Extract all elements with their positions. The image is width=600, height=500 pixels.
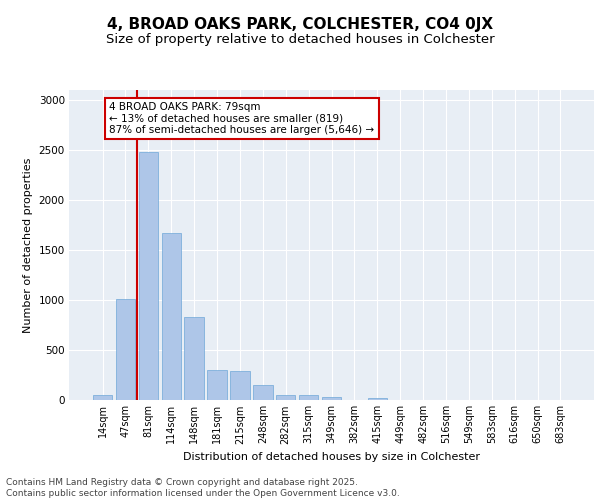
Text: 4, BROAD OAKS PARK, COLCHESTER, CO4 0JX: 4, BROAD OAKS PARK, COLCHESTER, CO4 0JX	[107, 18, 493, 32]
Bar	[322, 396, 341, 400]
Bar	[139, 152, 158, 400]
Bar	[299, 395, 319, 400]
Text: Size of property relative to detached houses in Colchester: Size of property relative to detached ho…	[106, 32, 494, 46]
Bar	[276, 394, 295, 400]
Bar	[208, 370, 227, 400]
Text: Contains HM Land Registry data © Crown copyright and database right 2025.
Contai: Contains HM Land Registry data © Crown c…	[6, 478, 400, 498]
Bar	[93, 395, 112, 400]
Bar	[230, 370, 250, 400]
Bar	[184, 317, 204, 400]
Bar	[368, 398, 387, 400]
Y-axis label: Number of detached properties: Number of detached properties	[23, 158, 33, 332]
Bar	[116, 299, 135, 400]
Text: 4 BROAD OAKS PARK: 79sqm
← 13% of detached houses are smaller (819)
87% of semi-: 4 BROAD OAKS PARK: 79sqm ← 13% of detach…	[109, 102, 374, 135]
Bar	[161, 233, 181, 400]
X-axis label: Distribution of detached houses by size in Colchester: Distribution of detached houses by size …	[183, 452, 480, 462]
Bar	[253, 384, 272, 400]
